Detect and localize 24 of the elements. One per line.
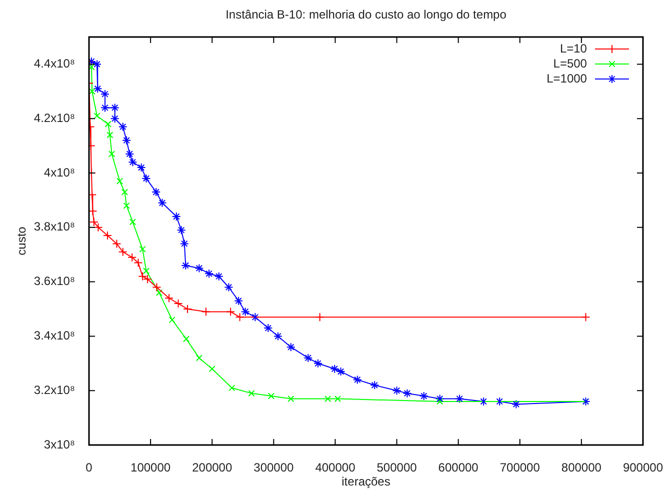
x-tick-label: 400000 — [315, 460, 356, 475]
y-axis-title: custo — [14, 226, 28, 256]
x-tick-label: 600000 — [438, 460, 479, 475]
x-tick-label: 500000 — [376, 460, 418, 475]
y-tick-label: 3.8x10⁸ — [34, 220, 75, 234]
legend-label: L=10 — [560, 41, 588, 56]
x-tick-label: 900000 — [622, 460, 664, 475]
y-tick-label: 4.4x10⁸ — [34, 56, 75, 71]
x-tick-label: 100000 — [130, 460, 171, 475]
y-tick-label: 3.6x10⁸ — [34, 274, 75, 288]
legend-label: L=500 — [553, 56, 588, 70]
x-axis-title: iterações — [342, 474, 390, 488]
chart-title: Instância B-10: melhoria do custo ao longo do tempo — [226, 7, 507, 22]
x-tick-label: 300000 — [254, 460, 294, 475]
y-tick-label: 3.2x10⁸ — [34, 382, 75, 397]
legend-label: L=1000 — [546, 71, 588, 86]
y-tick-label: 3x10⁸ — [44, 437, 75, 452]
y-tick-label: 3.4x10⁸ — [34, 328, 75, 343]
y-tick-label: 4.2x10⁸ — [34, 110, 75, 125]
x-tick-label: 200000 — [192, 460, 232, 475]
x-tick-label: 0 — [86, 460, 93, 475]
x-tick-label: 800000 — [561, 460, 602, 475]
x-tick-label: 700000 — [500, 460, 540, 475]
y-tick-label: 4x10⁸ — [44, 165, 75, 180]
